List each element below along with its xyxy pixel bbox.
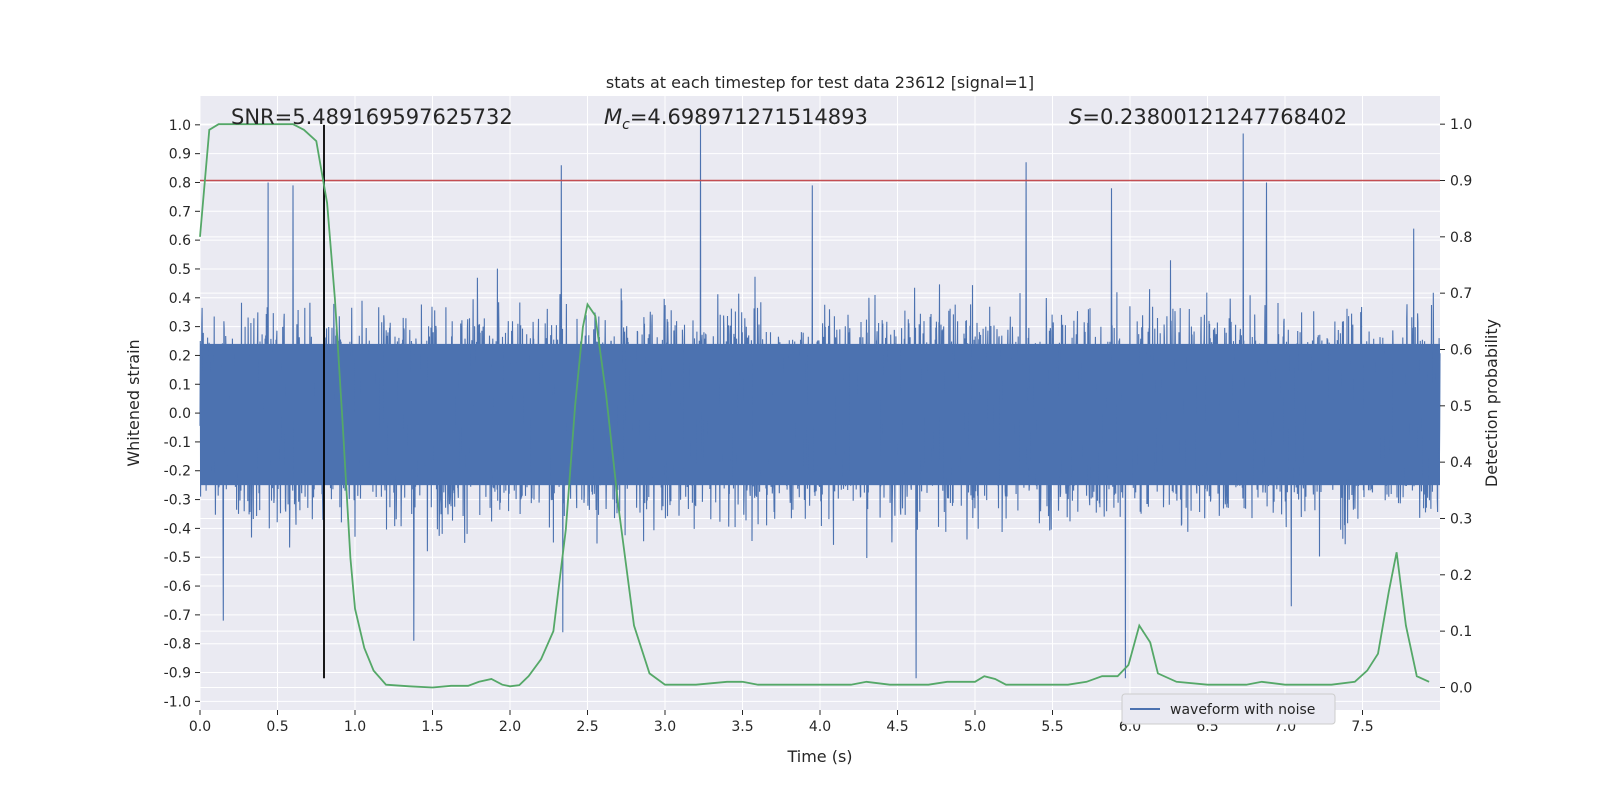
y-tick-label: 0.8 xyxy=(169,175,191,191)
waveform-series xyxy=(199,124,1441,679)
y-tick-label: -0.1 xyxy=(164,435,191,451)
s-value: =0.23800121247768402 xyxy=(1082,105,1347,129)
y-tick-label: 0.9 xyxy=(169,147,191,163)
x-tick-label: 5.0 xyxy=(964,719,986,735)
legend-box xyxy=(1121,693,1336,725)
y-tick-label: 1.0 xyxy=(169,118,191,134)
x-tick-label: 4.0 xyxy=(809,719,831,735)
y-tick-label: -0.3 xyxy=(164,493,191,509)
x-tick-label: 0.5 xyxy=(266,719,288,735)
probability-series xyxy=(199,123,1430,689)
y-tick-label: 0.0 xyxy=(169,406,191,422)
legend-label: waveform with noise xyxy=(1170,702,1315,718)
y-tick-label: -0.6 xyxy=(164,579,191,595)
x-axis-label: Time (s) xyxy=(786,747,852,766)
y2-tick-label: 0.8 xyxy=(1450,230,1472,246)
y-tick-label: 0.5 xyxy=(169,262,191,278)
y-axis-label: Whitened strain xyxy=(124,339,143,466)
chart-title: stats at each timestep for test data 236… xyxy=(606,73,1034,92)
chirp-mass-value: =4.698971271514893 xyxy=(630,105,868,129)
y2-axis-label: Detection probability xyxy=(1482,319,1501,487)
y2-tick-label: 0.0 xyxy=(1450,680,1472,696)
x-tick-label: 2.5 xyxy=(576,719,598,735)
y-tick-label: 0.1 xyxy=(169,377,191,393)
y-tick-label: -0.5 xyxy=(164,550,191,566)
y2-tick-label: 0.4 xyxy=(1450,455,1472,471)
y-tick-label: -0.2 xyxy=(164,464,191,480)
y2-tick-label: 1.0 xyxy=(1450,117,1472,133)
y-tick-label: 0.7 xyxy=(169,204,191,220)
chirp-mass-subscript: c xyxy=(622,117,630,133)
x-tick-label: 3.0 xyxy=(654,719,676,735)
x-tick-label: 1.5 xyxy=(421,719,443,735)
snr-annotation: SNR=5.489169597625732 xyxy=(231,105,513,129)
x-tick-label: 5.5 xyxy=(1041,719,1063,735)
legend: waveform with noise xyxy=(1121,693,1336,725)
chirp-mass-symbol: M xyxy=(604,105,622,129)
y2-tick-label: 0.9 xyxy=(1450,173,1472,189)
y-tick-label: -1.0 xyxy=(164,694,191,710)
y2-tick-label: 0.6 xyxy=(1450,342,1472,358)
y2-tick-label: 0.1 xyxy=(1450,624,1472,640)
y-tick-label: 0.3 xyxy=(169,320,191,336)
y-tick-label: -0.8 xyxy=(164,637,191,653)
overlay-lines xyxy=(200,124,1440,679)
y-tick-label: 0.4 xyxy=(169,291,191,307)
y-tick-label: 0.2 xyxy=(169,348,191,364)
x-tick-label: 2.0 xyxy=(499,719,521,735)
y2-tick-label: 0.5 xyxy=(1450,399,1472,415)
y-tick-label: -0.9 xyxy=(164,666,191,682)
x-tick-label: 0.0 xyxy=(189,719,211,735)
waveform-line xyxy=(199,124,1441,679)
y2-tick-label: 0.3 xyxy=(1450,511,1472,527)
y-tick-label: 0.6 xyxy=(169,233,191,249)
y2-axis-ticks: 0.0 0.1 0.2 0.3 0.4 0.5 0.6 0.7 0.8 0.9 1.0 xyxy=(1440,117,1472,696)
y-axis-ticks: -1.0 -0.9 -0.8 -0.7 -0.6 -0.5 -0.4 -0.3 -0.2 -0.1… xyxy=(164,118,200,710)
chirp-mass-annotation: Mc=4.698971271514893 xyxy=(604,105,868,133)
y2-tick-label: 0.2 xyxy=(1450,568,1472,584)
s-annotation: S=0.23800121247768402 xyxy=(1069,105,1347,129)
y2-tick-label: 0.7 xyxy=(1450,286,1472,302)
y-tick-label: -0.7 xyxy=(164,608,191,624)
x-tick-label: 4.5 xyxy=(886,719,908,735)
x-tick-label: 3.5 xyxy=(731,719,753,735)
s-symbol: S xyxy=(1069,105,1082,129)
x-tick-label: 1.0 xyxy=(344,719,366,735)
y-tick-label: -0.4 xyxy=(164,521,191,537)
x-tick-label: 7.5 xyxy=(1351,719,1373,735)
probability-line xyxy=(199,123,1430,689)
